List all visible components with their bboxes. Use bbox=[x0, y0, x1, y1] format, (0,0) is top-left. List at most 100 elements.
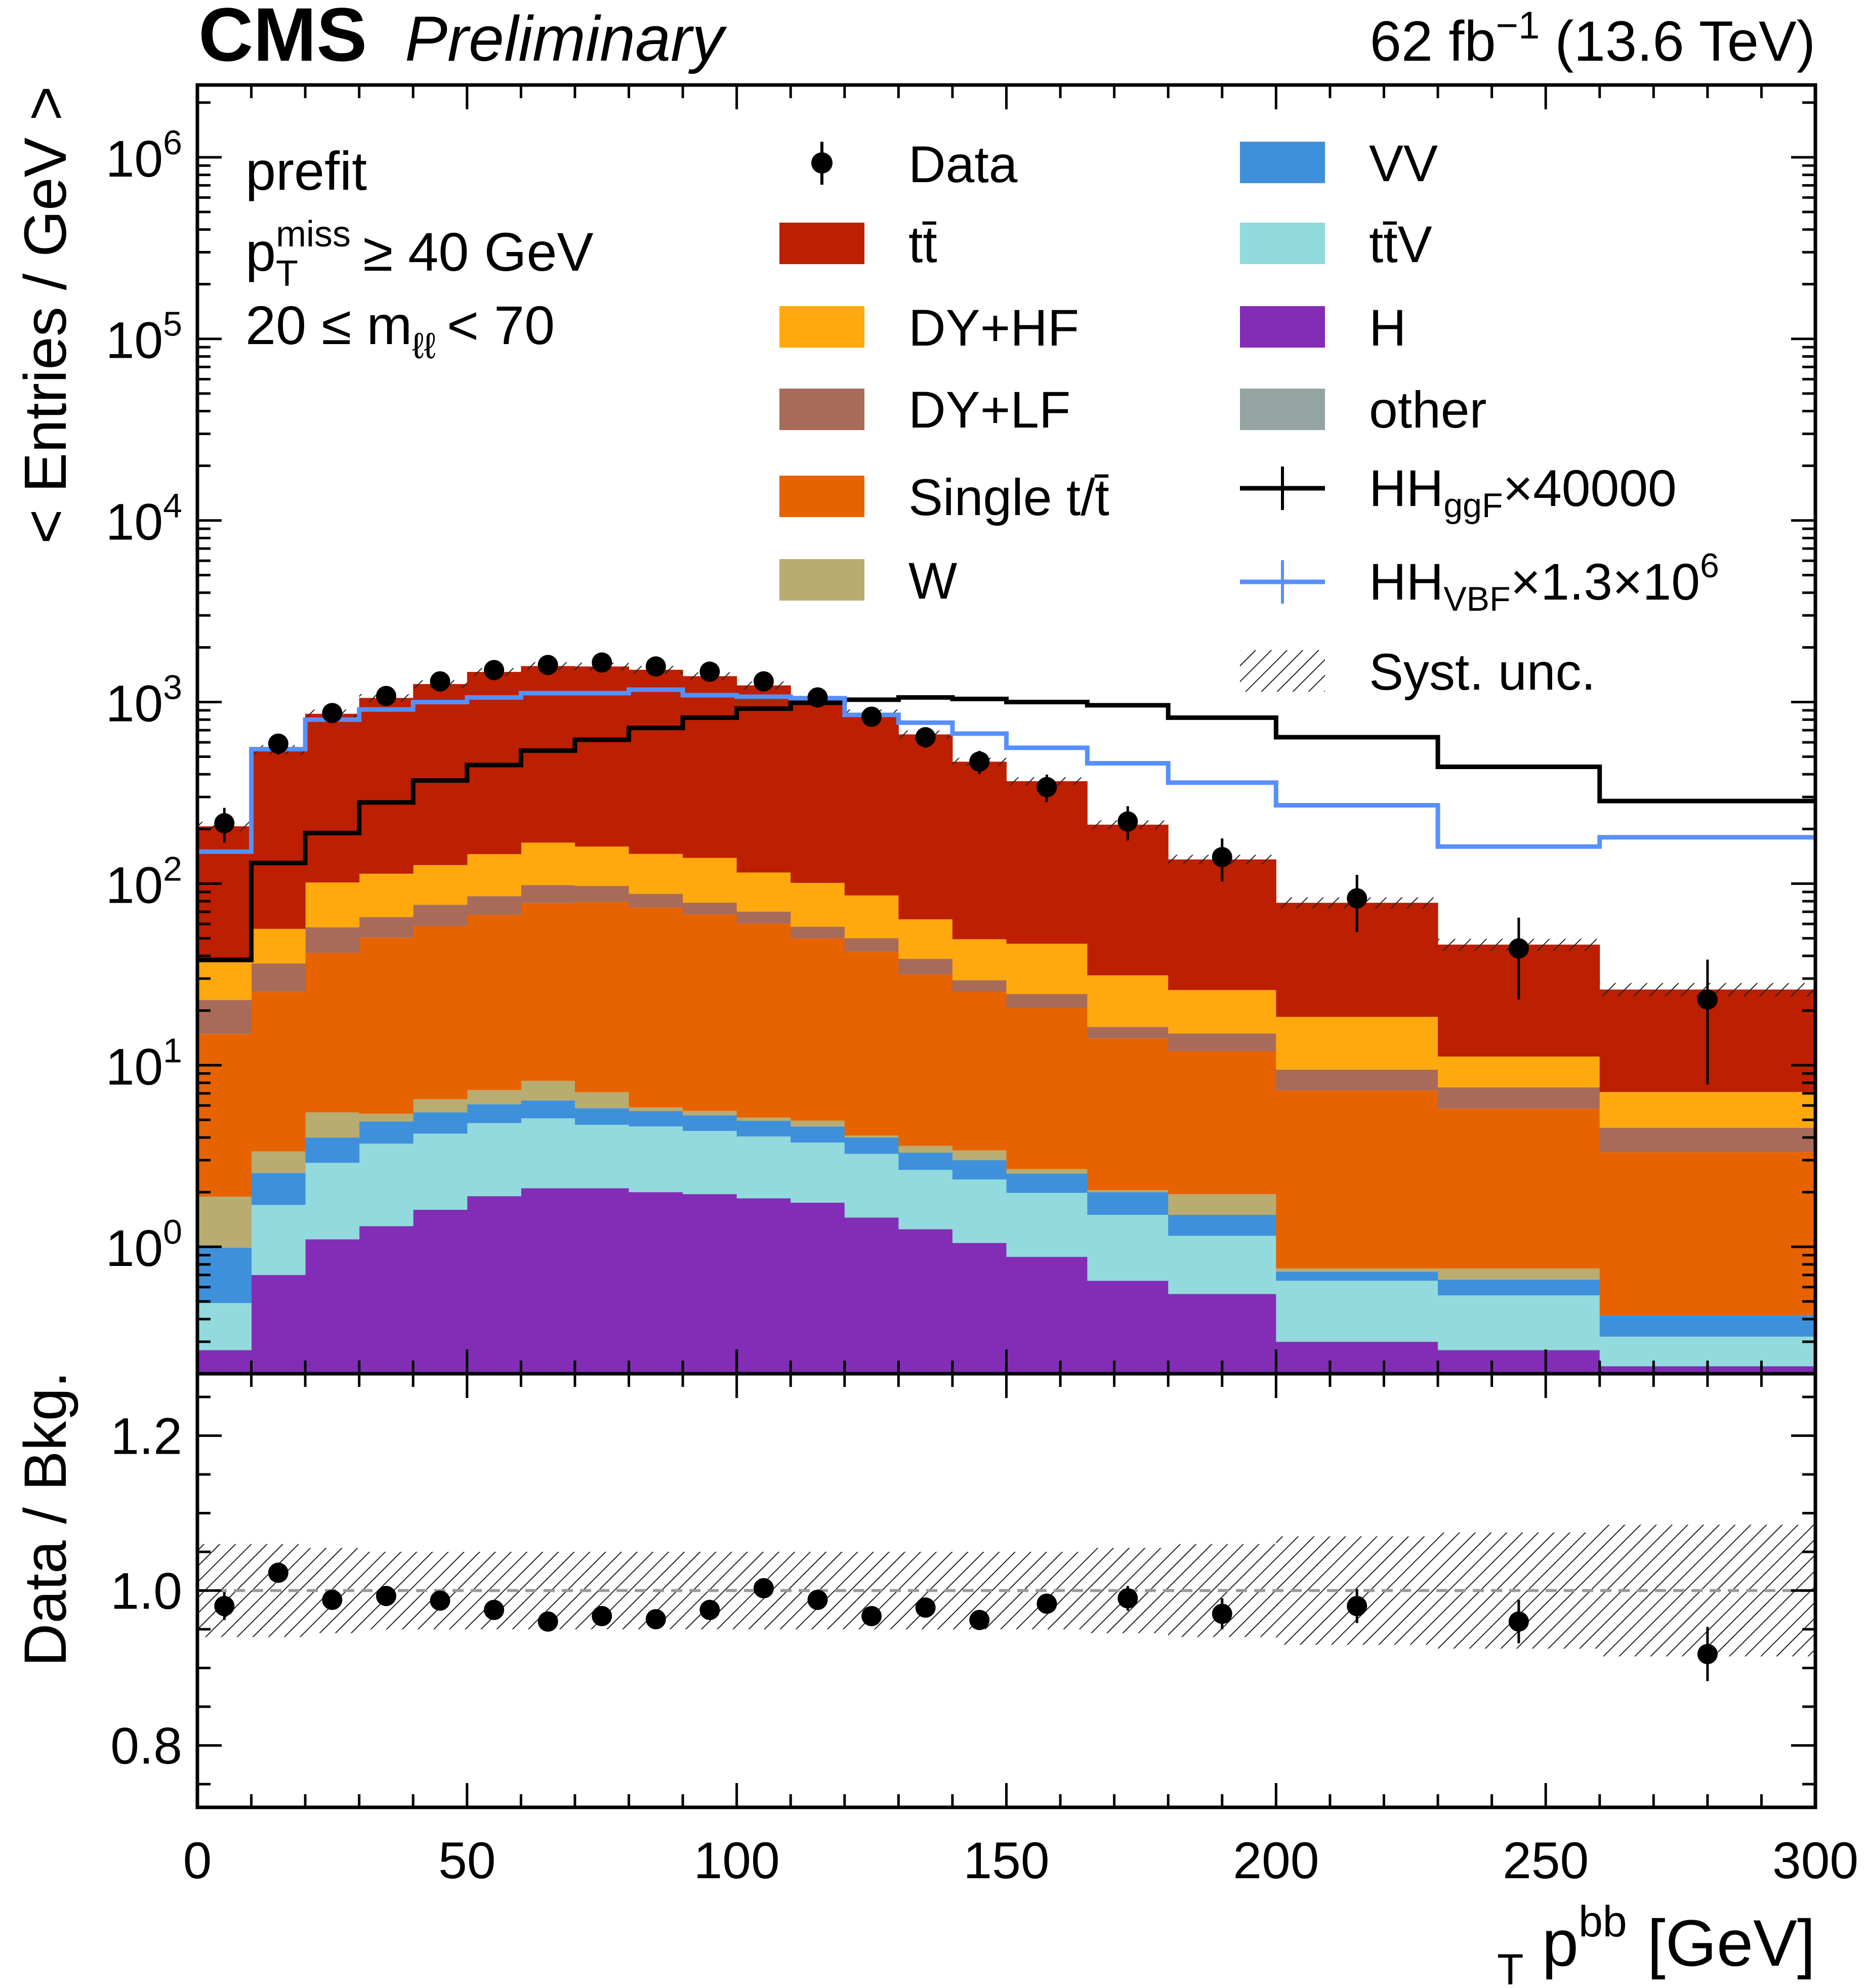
ratio-point-9 bbox=[699, 1599, 720, 1620]
x-tick-label-6: 300 bbox=[1772, 1832, 1858, 1889]
ratio-point-7 bbox=[592, 1606, 612, 1627]
hist-bar-vv-13 bbox=[898, 1153, 953, 1170]
hist-bar-w-6 bbox=[521, 1081, 575, 1101]
hist-bar-w-17 bbox=[1168, 1194, 1276, 1215]
hist-bar-singletop-6 bbox=[521, 903, 575, 1081]
hist-bar-ttbar-4 bbox=[413, 684, 468, 865]
hist-bar-ttv-14 bbox=[952, 1179, 1007, 1243]
hist-bar-dyhf-4 bbox=[413, 865, 468, 905]
ratio-point-2 bbox=[322, 1589, 343, 1610]
hist-bar-dyhf-17 bbox=[1168, 990, 1276, 1034]
data-points bbox=[214, 652, 1718, 1085]
hist-bar-dylf-10 bbox=[736, 911, 791, 924]
hist-bar-w-7 bbox=[574, 1092, 630, 1109]
hist-bar-ttv-8 bbox=[629, 1126, 683, 1193]
hist-bar-h-1 bbox=[251, 1275, 306, 1374]
hist-bar-h-17 bbox=[1168, 1294, 1276, 1374]
legend-w-swatch bbox=[779, 559, 864, 601]
hist-bar-dylf-16 bbox=[1087, 1027, 1169, 1039]
ratio-point-10 bbox=[753, 1578, 774, 1598]
legend-vv-swatch bbox=[1240, 142, 1325, 183]
hist-bar-ttv-18 bbox=[1276, 1281, 1438, 1342]
hist-bar-ttbar-8 bbox=[629, 669, 683, 854]
hist-bar-dyhf-8 bbox=[629, 854, 683, 894]
hist-bar-dylf-3 bbox=[359, 917, 413, 938]
ratio-y-tick-label-0: 0.8 bbox=[110, 1717, 182, 1775]
ratio-point-1 bbox=[268, 1562, 288, 1583]
hist-bar-w-16 bbox=[1087, 1190, 1169, 1193]
hist-bar-ttv-7 bbox=[574, 1124, 630, 1189]
y-tick-label-base-3: 10 bbox=[106, 674, 163, 732]
hist-bar-vv-16 bbox=[1087, 1192, 1169, 1215]
hist-bar-ttbar-7 bbox=[574, 666, 630, 847]
hist-bar-ttv-15 bbox=[1006, 1193, 1088, 1257]
y-tick-label-base-5: 10 bbox=[106, 312, 163, 369]
hist-bar-ttv-16 bbox=[1087, 1214, 1169, 1281]
hist-bar-ttv-17 bbox=[1168, 1236, 1276, 1294]
hist-bar-ttv-10 bbox=[736, 1136, 791, 1199]
hist-bar-vv-9 bbox=[683, 1115, 737, 1131]
hist-bar-h-2 bbox=[305, 1239, 360, 1374]
y-tick-label-base-2: 10 bbox=[106, 856, 163, 914]
ratio-point-19 bbox=[1508, 1611, 1529, 1632]
y-tick-label-5: 105 bbox=[106, 305, 182, 369]
hist-bar-singletop-12 bbox=[844, 952, 899, 1136]
hist-bar-ttbar-9 bbox=[683, 676, 737, 858]
hist-bar-dyhf-9 bbox=[683, 858, 737, 903]
legend-h-label: H bbox=[1369, 299, 1406, 357]
hist-bar-ttbar-0 bbox=[197, 826, 252, 962]
hist-bar-ttbar-12 bbox=[844, 713, 899, 896]
hist-bar-vv-10 bbox=[736, 1120, 791, 1137]
x-tick-label-0: 0 bbox=[183, 1832, 212, 1889]
hist-bar-ttbar-3 bbox=[359, 698, 413, 874]
y-tick-label-3: 103 bbox=[106, 668, 182, 732]
hist-bar-dyhf-0 bbox=[197, 962, 252, 1000]
hist-bar-h-4 bbox=[413, 1209, 468, 1374]
hist-bar-w-9 bbox=[683, 1111, 737, 1116]
hist-bar-singletop-5 bbox=[467, 915, 521, 1090]
hist-bar-dylf-2 bbox=[305, 927, 360, 953]
stacked-histogram bbox=[197, 666, 1815, 1374]
hist-bar-singletop-20 bbox=[1599, 1152, 1815, 1316]
hist-bar-dylf-18 bbox=[1276, 1069, 1438, 1091]
legend-ttv-swatch bbox=[1240, 223, 1325, 264]
x-tick-label-3: 150 bbox=[963, 1832, 1049, 1889]
y-tick-label-6: 106 bbox=[106, 123, 182, 188]
hist-bar-vv-7 bbox=[574, 1108, 630, 1125]
hist-bar-dylf-7 bbox=[574, 885, 630, 902]
data-point-4 bbox=[430, 671, 450, 692]
legend-dylf-swatch bbox=[779, 389, 864, 430]
hist-bar-ttv-13 bbox=[898, 1170, 953, 1230]
hist-bar-singletop-15 bbox=[1006, 1008, 1088, 1169]
data-point-18 bbox=[1347, 888, 1367, 909]
hist-bar-h-3 bbox=[359, 1226, 413, 1374]
data-point-0 bbox=[214, 813, 235, 834]
hist-bar-w-8 bbox=[629, 1107, 683, 1111]
ratio-y-tick-label-1: 1.0 bbox=[110, 1562, 182, 1620]
hist-bar-vv-15 bbox=[1006, 1173, 1088, 1193]
data-point-12 bbox=[861, 706, 882, 727]
hist-bar-dylf-6 bbox=[521, 885, 575, 903]
ratio-point-11 bbox=[807, 1589, 828, 1610]
axes: 0 50 100 150 200 250 3001001011021031041051060… bbox=[106, 83, 1858, 1889]
ratio-panel-content bbox=[197, 1525, 1815, 1681]
ratio-point-5 bbox=[484, 1599, 505, 1620]
data-point-6 bbox=[537, 655, 558, 675]
cms-label: CMS bbox=[198, 0, 367, 77]
legend-h-swatch bbox=[1240, 306, 1325, 348]
hist-bar-vv-19 bbox=[1438, 1279, 1600, 1296]
hist-bar-dyhf-13 bbox=[898, 919, 953, 959]
data-point-3 bbox=[376, 686, 396, 706]
data-point-2 bbox=[322, 703, 343, 724]
hist-bar-h-11 bbox=[791, 1202, 845, 1374]
ratio-point-16 bbox=[1117, 1588, 1138, 1609]
hist-bar-dyhf-7 bbox=[574, 847, 630, 886]
ratio-point-13 bbox=[915, 1597, 936, 1618]
hist-bar-singletop-9 bbox=[683, 914, 737, 1111]
hist-bar-singletop-10 bbox=[736, 923, 791, 1118]
data-point-13 bbox=[915, 727, 936, 748]
hist-bar-ttv-5 bbox=[467, 1123, 521, 1197]
hist-bar-dylf-5 bbox=[467, 896, 521, 915]
ratio-point-8 bbox=[645, 1609, 666, 1630]
